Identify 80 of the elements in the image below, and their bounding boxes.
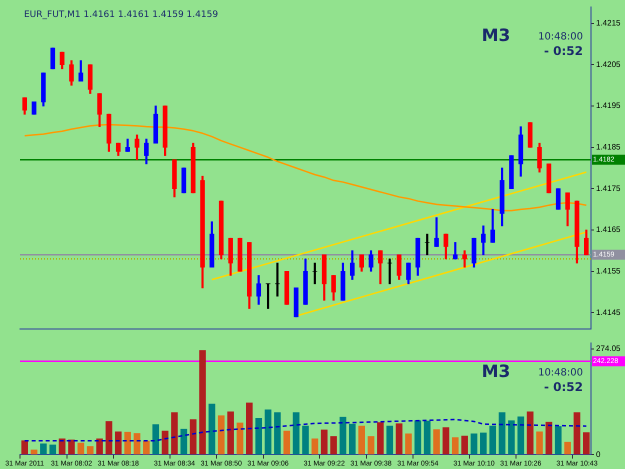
- bar: [498, 412, 506, 454]
- annotation: M3: [482, 362, 510, 382]
- bar: [106, 421, 112, 454]
- bar: [208, 404, 216, 454]
- y-tick-label: 0: [596, 450, 601, 459]
- bar: [489, 426, 496, 454]
- bar: [114, 432, 122, 454]
- bar: [199, 350, 206, 454]
- bar: [554, 426, 562, 454]
- bar: [49, 444, 56, 454]
- bar: [30, 450, 38, 454]
- bar: [340, 416, 346, 454]
- bar: [348, 424, 356, 454]
- bar: [414, 420, 422, 454]
- bar: [368, 436, 374, 454]
- bar: [517, 416, 524, 454]
- bar: [227, 411, 234, 454]
- bar: [564, 442, 571, 454]
- bar: [424, 420, 431, 454]
- bar: [442, 427, 450, 454]
- chart-title: EUR_FUT,M1 1.4161 1.4161 1.4159 1.4159: [24, 10, 218, 20]
- bar: [386, 426, 394, 454]
- bar: [312, 438, 318, 454]
- bar: [330, 436, 337, 454]
- bar: [526, 411, 534, 454]
- bar: [162, 430, 168, 454]
- annotation: M3: [482, 26, 510, 46]
- bar: [582, 432, 590, 454]
- bar: [470, 433, 478, 454]
- bar: [320, 430, 328, 454]
- line-series: [24, 418, 588, 442]
- bar: [358, 426, 365, 454]
- bar: [433, 429, 440, 454]
- y-tick-label: 1.4215: [596, 18, 622, 28]
- bar: [152, 424, 160, 454]
- y-tick-label: 1.4175: [596, 184, 622, 193]
- bar: [377, 422, 384, 454]
- bar: [274, 412, 281, 454]
- bar: [461, 436, 468, 454]
- bar: [283, 430, 290, 454]
- bar: [536, 432, 543, 454]
- bar: [171, 412, 178, 454]
- bar: [190, 419, 196, 454]
- bar: [21, 440, 28, 454]
- bar: [134, 433, 140, 454]
- bar: [396, 423, 402, 454]
- annotation: - 0:52: [544, 380, 583, 394]
- bar: [246, 402, 253, 454]
- y-tick-label: 274.05: [596, 344, 622, 354]
- y-tick-label: 1.4205: [596, 60, 622, 69]
- bar: [508, 420, 515, 454]
- y-tick-label: 1.4195: [596, 101, 622, 110]
- annotation: 10:48:00: [538, 367, 583, 378]
- bar: [96, 438, 103, 454]
- bar: [255, 418, 262, 454]
- bar: [236, 422, 244, 454]
- bar: [68, 440, 75, 454]
- bar: [40, 443, 47, 454]
- y-tick-label: 1.4155: [596, 266, 622, 276]
- bar: [452, 437, 459, 454]
- bar: [264, 410, 272, 454]
- annotation: - 0:52: [544, 44, 583, 58]
- bar: [124, 432, 131, 454]
- y-tick-label: 1.4145: [596, 308, 622, 317]
- bar: [143, 440, 150, 454]
- bar: [86, 446, 94, 454]
- bar: [218, 415, 225, 454]
- bar: [58, 438, 66, 454]
- bar: [78, 442, 84, 454]
- y-tick-label: 1.4165: [596, 225, 622, 234]
- bar: [546, 422, 552, 454]
- candlestick: [387, 258, 392, 284]
- bar: [180, 428, 188, 454]
- bar: [574, 412, 580, 454]
- bar: [480, 432, 487, 454]
- bar: [405, 433, 412, 454]
- bar: [292, 412, 300, 454]
- bar: [302, 426, 309, 454]
- y-tick-label: 1.4185: [596, 142, 622, 152]
- annotation: 10:48:00: [538, 31, 583, 42]
